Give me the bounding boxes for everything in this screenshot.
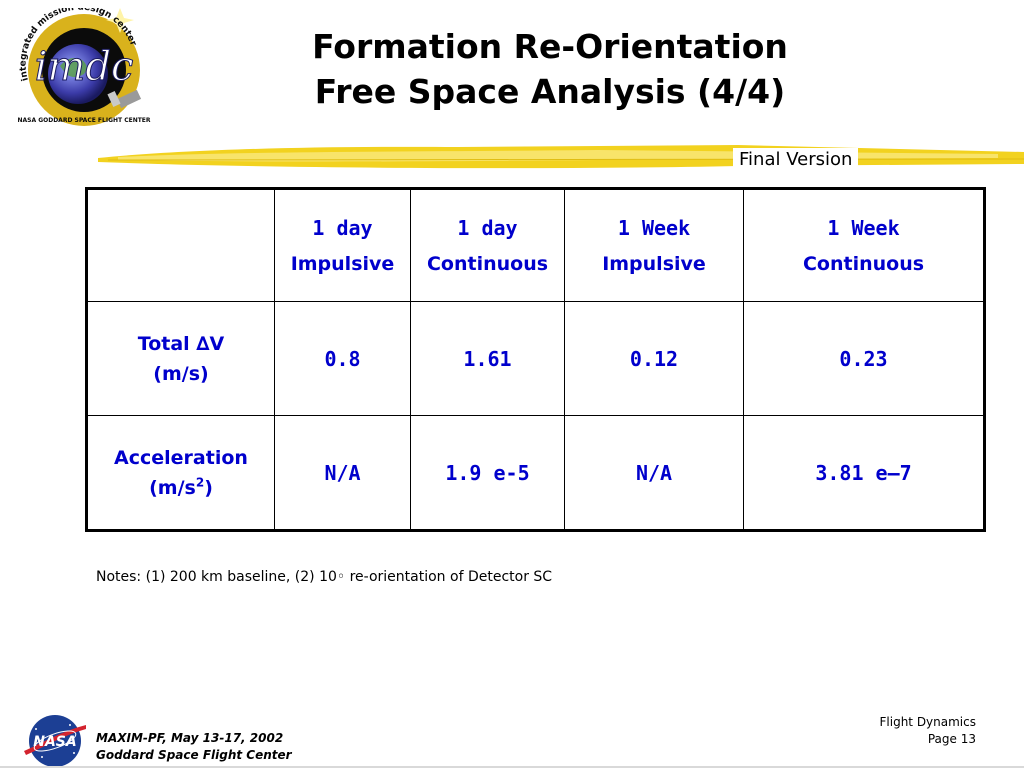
imdc-logo: imdc integrated mission design center NA… (17, 8, 151, 126)
nasa-logo: NASA (24, 715, 86, 767)
table-cell: 1.9 e-5 (410, 415, 565, 531)
brush-stroke-divider (98, 145, 1024, 169)
column-header: 1 day Impulsive (274, 188, 411, 302)
footer-event: MAXIM-PF, May 13-17, 2002 (96, 731, 284, 745)
column-header: 1 Week Continuous (743, 188, 985, 302)
column-header: 1 day Continuous (410, 188, 565, 302)
table-header-row: 1 day Impulsive 1 day Continuous 1 Week … (86, 188, 985, 302)
footer-page-info: Flight Dynamics Page 13 (880, 714, 977, 748)
footer-divider (0, 766, 1024, 768)
page-number: Page 13 (927, 732, 976, 746)
final-version-badge: Final Version (733, 148, 859, 172)
footer-section: Flight Dynamics (879, 715, 977, 729)
table-row: Total ∆V (m/s) 0.8 1.61 0.12 0.23 (86, 301, 985, 416)
row-header: Total ∆V (m/s) (86, 301, 275, 416)
results-table: 1 day Impulsive 1 day Continuous 1 Week … (85, 187, 986, 532)
row-header: Acceleration (m/s2) (86, 415, 275, 531)
footer-org: Goddard Space Flight Center (96, 748, 292, 762)
table-corner-cell (86, 188, 275, 302)
title-line-1: Formation Re-Orientation (312, 27, 788, 66)
svg-text:NASA GODDARD SPACE FLIGHT CENT: NASA GODDARD SPACE FLIGHT CENTER (17, 117, 150, 124)
table-cell: 0.23 (743, 301, 985, 416)
table-cell: N/A (564, 415, 744, 531)
table-cell: N/A (274, 415, 411, 531)
table-row: Acceleration (m/s2) N/A 1.9 e-5 N/A 3.81… (86, 415, 985, 531)
table-cell: 1.61 (410, 301, 565, 416)
page-title: Formation Re-Orientation Free Space Anal… (180, 24, 920, 114)
notes-text: Notes: (1) 200 km baseline, (2) 10◦ re-o… (96, 569, 553, 585)
footer-meeting-info: MAXIM-PF, May 13-17, 2002 Goddard Space … (96, 730, 292, 764)
svg-text:imdc: imdc (35, 44, 134, 90)
column-header: 1 Week Impulsive (564, 188, 744, 302)
table-cell: 3.81 e–7 (743, 415, 985, 531)
title-line-2: Free Space Analysis (4/4) (314, 72, 786, 111)
table-cell: 0.12 (564, 301, 744, 416)
table-cell: 0.8 (274, 301, 411, 416)
svg-text:NASA: NASA (33, 734, 76, 750)
